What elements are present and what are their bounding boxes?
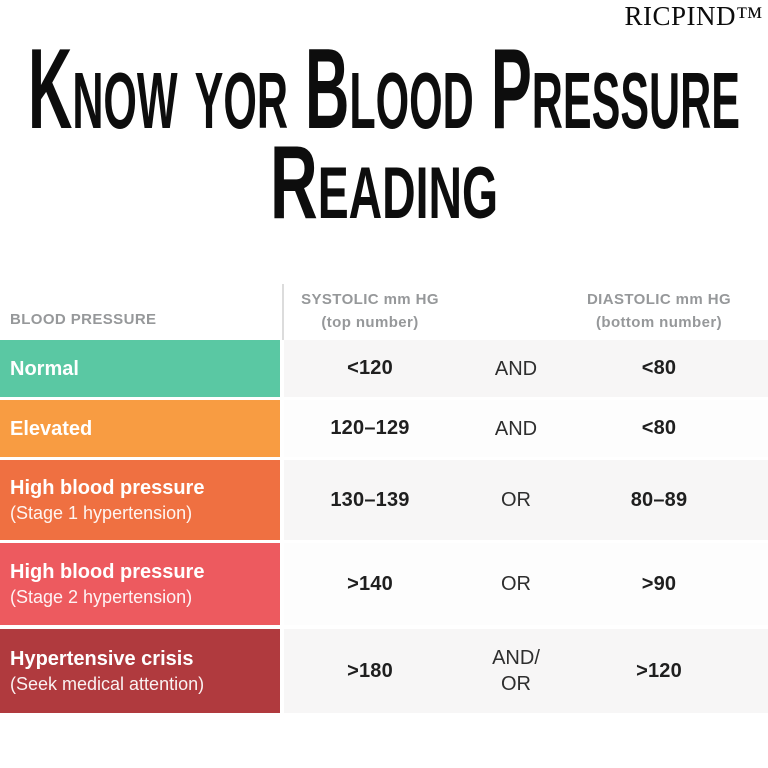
- table-header-row: BLOOD PRESSURE SYSTOLIC mm HG (top numbe…: [0, 280, 768, 340]
- category-label: Hypertensive crisis: [10, 648, 194, 670]
- category-label: Normal: [10, 357, 79, 380]
- header-divider: [282, 284, 284, 340]
- systolic-value: >140: [347, 572, 393, 595]
- category-sublabel: (Stage 1 hypertension): [10, 503, 193, 523]
- row-hypertensive-crisis: Hypertensive crisis (Seek medical attent…: [0, 629, 768, 713]
- page-title-line-2: Reading: [270, 125, 498, 240]
- category-cell: High blood pressure (Stage 2 hypertensio…: [0, 543, 280, 625]
- connector-value: AND/ OR: [492, 647, 540, 695]
- header-diastolic: DIASTOLIC mm HG (bottom number): [586, 291, 732, 331]
- diastolic-value: >90: [641, 572, 677, 595]
- systolic-value: >180: [347, 659, 393, 682]
- category-cell: High blood pressure (Stage 1 hypertensio…: [0, 460, 280, 540]
- header-blood-pressure: BLOOD PRESSURE: [10, 311, 157, 328]
- connector-value: AND: [494, 357, 538, 380]
- category-cell: Elevated: [0, 400, 280, 457]
- connector-value: OR: [501, 489, 531, 511]
- brand-logo: RICPIND™: [624, 1, 763, 31]
- diastolic-value: <80: [641, 417, 677, 439]
- category-cell: Normal: [0, 340, 280, 397]
- bp-table: BLOOD PRESSURE SYSTOLIC mm HG (top numbe…: [0, 280, 768, 713]
- connector-value: OR: [501, 573, 531, 595]
- category-cell: Hypertensive crisis (Seek medical attent…: [0, 629, 280, 713]
- category-label: Elevated: [10, 417, 93, 440]
- systolic-value: 120–129: [330, 417, 410, 439]
- row-stage2-hypertension: High blood pressure (Stage 2 hypertensio…: [0, 543, 768, 625]
- diastolic-value: <80: [641, 357, 677, 379]
- connector-value: AND: [494, 417, 538, 440]
- header-connector-spacer: [456, 280, 576, 340]
- row-elevated: Elevated 120–129 AND <80: [0, 400, 768, 457]
- category-label: High blood pressure: [10, 477, 205, 499]
- row-stage1-hypertension: High blood pressure (Stage 1 hypertensio…: [0, 460, 768, 540]
- page-title: Know yor Blood Pressure Reading: [28, 26, 740, 240]
- category-sublabel: (Seek medical attention): [10, 674, 205, 694]
- diastolic-value: 80–89: [630, 488, 688, 511]
- header-systolic: SYSTOLIC mm HG (top number): [301, 291, 439, 331]
- systolic-value: <120: [347, 357, 393, 379]
- category-label: High blood pressure: [10, 561, 205, 583]
- diastolic-value: >120: [636, 659, 682, 682]
- page-title-line-1: Know yor Blood Pressure: [28, 26, 740, 153]
- systolic-value: 130–139: [330, 488, 410, 511]
- row-normal: Normal <120 AND <80: [0, 340, 768, 397]
- category-sublabel: (Stage 2 hypertension): [10, 587, 193, 607]
